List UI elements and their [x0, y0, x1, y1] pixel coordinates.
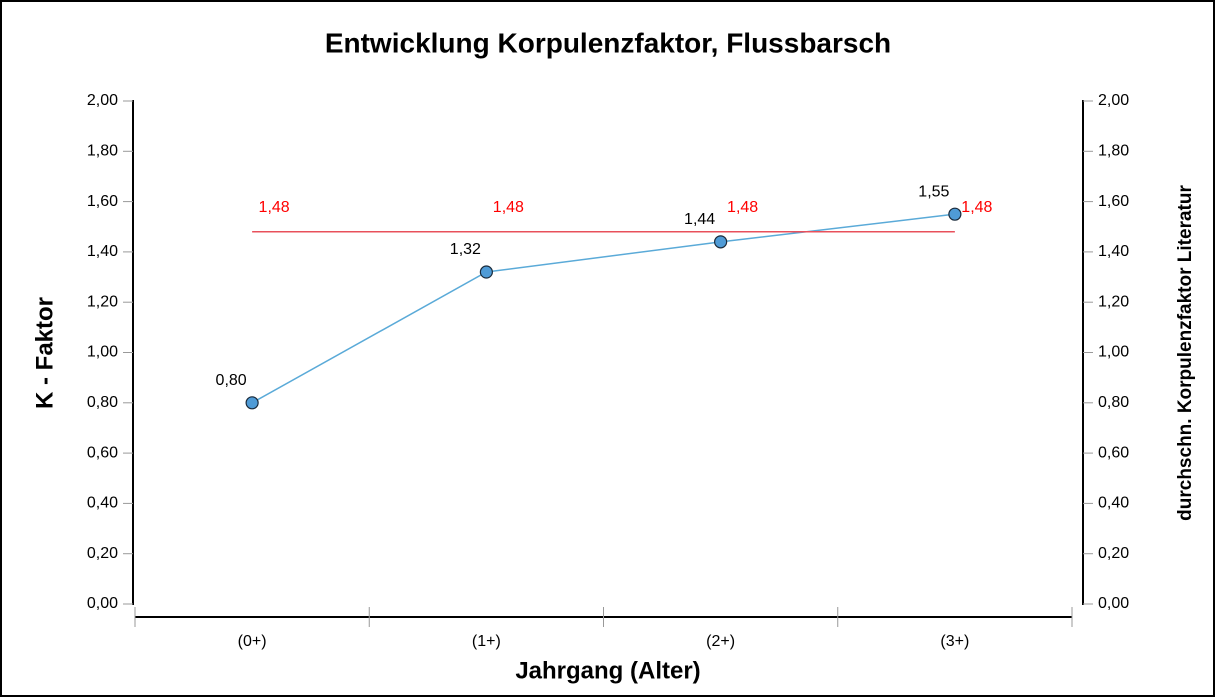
- y2-tick-label: 1,00: [1098, 344, 1129, 361]
- x-tick-label: (3+): [940, 633, 969, 650]
- y2-tick-label: 0,80: [1098, 394, 1129, 411]
- marker: [479, 265, 493, 279]
- y2-tick-label: 1,40: [1098, 243, 1129, 260]
- marker: [245, 396, 259, 410]
- marker: [714, 235, 728, 249]
- y-tick-label: 0,40: [87, 495, 118, 512]
- y-tick-label: 0,60: [87, 444, 118, 461]
- data-label: 1,48: [493, 199, 524, 216]
- y-tick-label: 1,40: [87, 243, 118, 260]
- y2-tick-label: 0,60: [1098, 444, 1129, 461]
- y-tick-label: 1,00: [87, 344, 118, 361]
- marker: [948, 207, 962, 221]
- x-axis-label: Jahrgang (Alter): [515, 657, 700, 684]
- y-axis-label: K - Faktor: [31, 297, 58, 409]
- y-tick-label: 1,20: [87, 293, 118, 310]
- x-tick-label: (1+): [472, 633, 501, 650]
- data-label: 1,48: [961, 199, 992, 216]
- y-tick-label: 1,60: [87, 193, 118, 210]
- chart-title: Entwicklung Korpulenzfaktor, Flussbarsch: [325, 27, 891, 58]
- y2-tick-label: 2,00: [1098, 92, 1129, 109]
- y2-tick-label: 0,00: [1098, 595, 1129, 612]
- y-tick-label: 1,80: [87, 143, 118, 160]
- y2-tick-label: 0,20: [1098, 545, 1129, 562]
- data-label: 1,32: [450, 241, 481, 258]
- data-label: 1,48: [259, 199, 290, 216]
- series-line: [251, 213, 955, 404]
- y2-tick-label: 1,60: [1098, 193, 1129, 210]
- y-tick-label: 2,00: [87, 92, 118, 109]
- data-label: 0,80: [216, 372, 247, 389]
- y-tick-label: 0,80: [87, 394, 118, 411]
- y2-tick-label: 0,40: [1098, 495, 1129, 512]
- y2-tick-label: 1,80: [1098, 143, 1129, 160]
- x-tick-label: (2+): [706, 633, 735, 650]
- data-label: 1,48: [727, 199, 758, 216]
- data-label: 1,44: [684, 211, 715, 228]
- y-tick-label: 0,00: [87, 595, 118, 612]
- y2-tick-label: 1,20: [1098, 293, 1129, 310]
- y2-axis-label: durchschn. Korpulenzfaktor Literatur: [1175, 185, 1196, 521]
- x-tick-label: (0+): [238, 633, 267, 650]
- data-label: 1,55: [918, 183, 949, 200]
- y-tick-label: 0,20: [87, 545, 118, 562]
